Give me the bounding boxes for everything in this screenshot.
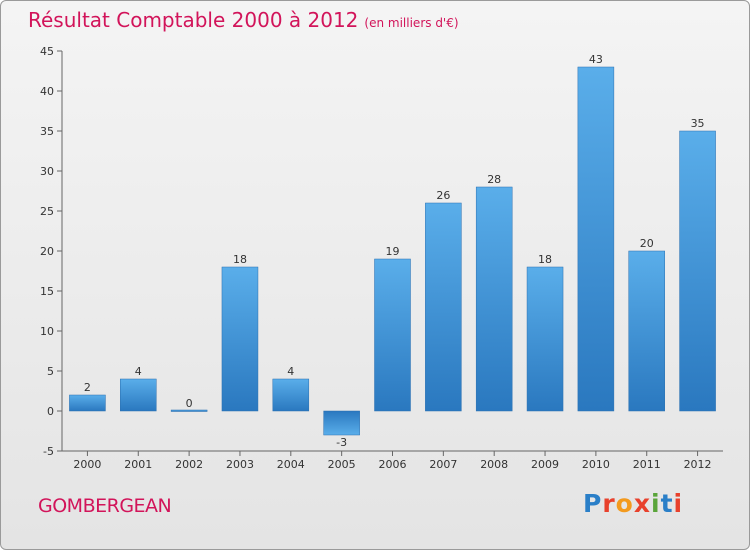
data-label-2004: 4 xyxy=(287,365,294,378)
bar-2010 xyxy=(577,66,615,412)
bar-2006 xyxy=(374,258,411,412)
logo-letter: o xyxy=(615,489,634,518)
data-label-2001: 4 xyxy=(135,365,142,378)
x-tick-label: 2001 xyxy=(124,458,152,471)
x-tick-label: 2003 xyxy=(226,458,254,471)
y-tick-label: -5 xyxy=(43,445,54,458)
logo-letter: x xyxy=(633,489,651,518)
x-tick-label: 2010 xyxy=(582,458,610,471)
bar-2004 xyxy=(272,378,310,412)
bar-2012 xyxy=(679,130,716,412)
data-label-2008: 28 xyxy=(487,173,501,186)
proxiti-logo: Proxiti xyxy=(583,489,683,518)
x-tick-label: 2006 xyxy=(379,458,407,471)
data-label-2006: 19 xyxy=(386,245,400,258)
logo-letter: P xyxy=(583,489,603,518)
bar-2003 xyxy=(221,266,259,412)
bar-2008 xyxy=(475,186,513,412)
data-labels: 2 4 0 18 4 -3 19 26 28 18 43 20 35 xyxy=(84,53,705,449)
bar-2005 xyxy=(323,410,360,436)
chart-subtitle: (en milliers d'€) xyxy=(364,16,459,30)
data-label-2012: 35 xyxy=(691,117,705,130)
commune-name: GOMBERGEAN xyxy=(38,495,172,517)
x-tick-label: 2011 xyxy=(633,458,661,471)
y-tick-label: 15 xyxy=(40,285,54,298)
data-label-2005: -3 xyxy=(336,436,347,449)
y-tick-label: 5 xyxy=(47,365,54,378)
chart-title-text: Résultat Comptable 2000 à 2012 xyxy=(28,8,359,32)
data-label-2007: 26 xyxy=(436,189,450,202)
logo-letter: t xyxy=(660,489,674,518)
y-tick-label: 30 xyxy=(40,165,54,178)
x-tick-label: 2002 xyxy=(175,458,203,471)
bar-2007 xyxy=(425,202,462,412)
y-tick-label: 0 xyxy=(47,405,54,418)
bar-2009 xyxy=(526,266,564,412)
logo-letter: i xyxy=(673,489,684,518)
x-tick-label: 2005 xyxy=(328,458,356,471)
data-label-2000: 2 xyxy=(84,381,91,394)
data-label-2003: 18 xyxy=(233,253,247,266)
y-tick-label: 25 xyxy=(40,205,54,218)
x-tick-label: 2000 xyxy=(73,458,101,471)
logo-letter: r xyxy=(602,489,616,518)
x-tick-label: 2007 xyxy=(429,458,457,471)
chart-title: Résultat Comptable 2000 à 2012 (en millie… xyxy=(28,8,459,32)
bar-2011 xyxy=(628,250,665,412)
data-label-2011: 20 xyxy=(640,237,654,250)
y-tick-label: 40 xyxy=(40,85,54,98)
data-label-2009: 18 xyxy=(538,253,552,266)
x-tick-label: 2004 xyxy=(277,458,305,471)
x-tick-label: 2008 xyxy=(480,458,508,471)
x-tick-label: 2009 xyxy=(531,458,559,471)
bar-2000 xyxy=(69,394,106,412)
y-tick-label: 20 xyxy=(40,245,54,258)
data-label-2010: 43 xyxy=(589,53,603,66)
y-tick-label: 10 xyxy=(40,325,54,338)
bar-2001 xyxy=(120,378,157,412)
y-tick-label: 45 xyxy=(40,45,54,58)
x-tick-label: 2012 xyxy=(684,458,712,471)
data-label-2002: 0 xyxy=(186,397,193,410)
logo-letter: i xyxy=(651,489,661,518)
y-tick-label: 35 xyxy=(40,125,54,138)
bars xyxy=(69,66,716,436)
bar-2002 xyxy=(170,409,208,412)
